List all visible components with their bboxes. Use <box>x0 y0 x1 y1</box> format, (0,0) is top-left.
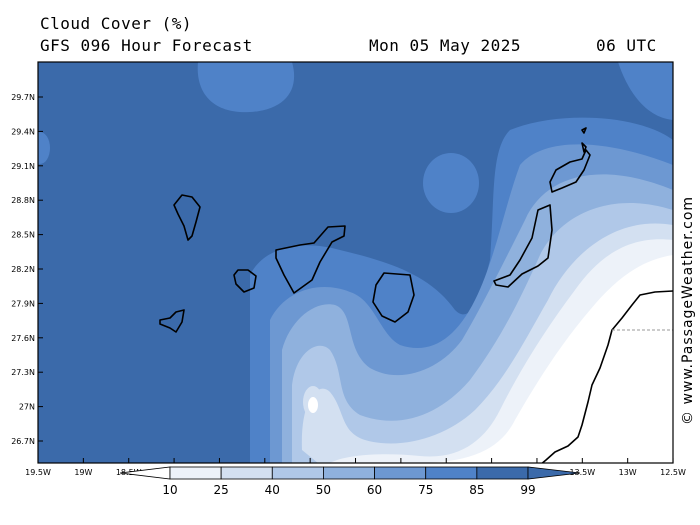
lat-label: 27.3N <box>11 368 35 377</box>
colorbar-high-arrow <box>527 466 581 480</box>
coastlines <box>159 127 673 463</box>
lat-label: 28.5N <box>11 231 35 240</box>
colorbar-label: 50 <box>316 483 331 497</box>
islet-alegranza <box>581 127 587 134</box>
colorbar-label: 40 <box>265 483 280 497</box>
colorbar-segment <box>374 466 427 480</box>
colorbar-label: 85 <box>469 483 484 497</box>
colorbar-label: 75 <box>418 483 433 497</box>
coast-africa <box>541 290 673 463</box>
cloud-patch-clear-core <box>308 397 318 413</box>
lat-label: 28.8N <box>11 196 35 205</box>
island-tenerife <box>275 225 346 294</box>
island-la-gomera <box>233 269 257 293</box>
island-lanzarote <box>549 149 591 193</box>
colorbar: 10 25 40 50 60 75 85 99 <box>119 466 581 497</box>
watermark: © www.PassageWeather.com <box>680 195 696 425</box>
colorbar-segment <box>271 466 324 480</box>
colorbar-label: 60 <box>367 483 382 497</box>
lat-label: 29.4N <box>11 127 35 136</box>
cloud-patch-center <box>423 153 479 213</box>
island-gran-canaria <box>372 272 415 323</box>
cloud-band-10 <box>420 255 673 463</box>
lat-label: 27.6N <box>11 334 35 343</box>
lat-label: 29.7N <box>11 93 35 102</box>
island-graciosa <box>581 142 587 153</box>
lon-label: 19.5W <box>25 468 51 477</box>
forecast-subtitle: GFS 096 Hour Forecast <box>40 36 253 55</box>
colorbar-segment <box>476 466 529 480</box>
lon-label: 13W <box>619 468 637 477</box>
island-la-palma <box>173 194 201 241</box>
colorbar-label: 10 <box>162 483 177 497</box>
lat-label: 28.2N <box>11 265 35 274</box>
island-el-hierro <box>159 309 185 333</box>
lat-label: 29.1N <box>11 162 35 171</box>
latitude-axis: 29.7N 29.4N 29.1N 28.8N 28.5N 28.2N 27.9N 27.6N… <box>11 93 43 446</box>
forecast-time: 06 UTC <box>596 36 657 55</box>
colorbar-segment <box>169 466 222 480</box>
cloud-patch-west <box>38 132 50 164</box>
forecast-date: Mon 05 May 2025 <box>369 36 521 55</box>
island-fuerteventura <box>493 204 553 288</box>
colorbar-label: 99 <box>520 483 535 497</box>
lon-label: 13.5W <box>569 468 595 477</box>
lat-label: 26.7N <box>11 437 35 446</box>
colorbar-segment <box>425 466 478 480</box>
lon-label: 12.5W <box>660 468 686 477</box>
lat-label: 27N <box>19 403 35 412</box>
lat-label: 27.9N <box>11 299 35 308</box>
colorbar-label: 25 <box>214 483 229 497</box>
cloud-cover-field <box>38 62 673 463</box>
lon-label: 19W <box>74 468 92 477</box>
colorbar-segment <box>220 466 273 480</box>
chart-title: Cloud Cover (%) <box>40 14 192 33</box>
cloud-patch-north <box>197 62 295 113</box>
cloud-patch-northeast <box>618 62 673 120</box>
colorbar-segment <box>323 466 375 480</box>
